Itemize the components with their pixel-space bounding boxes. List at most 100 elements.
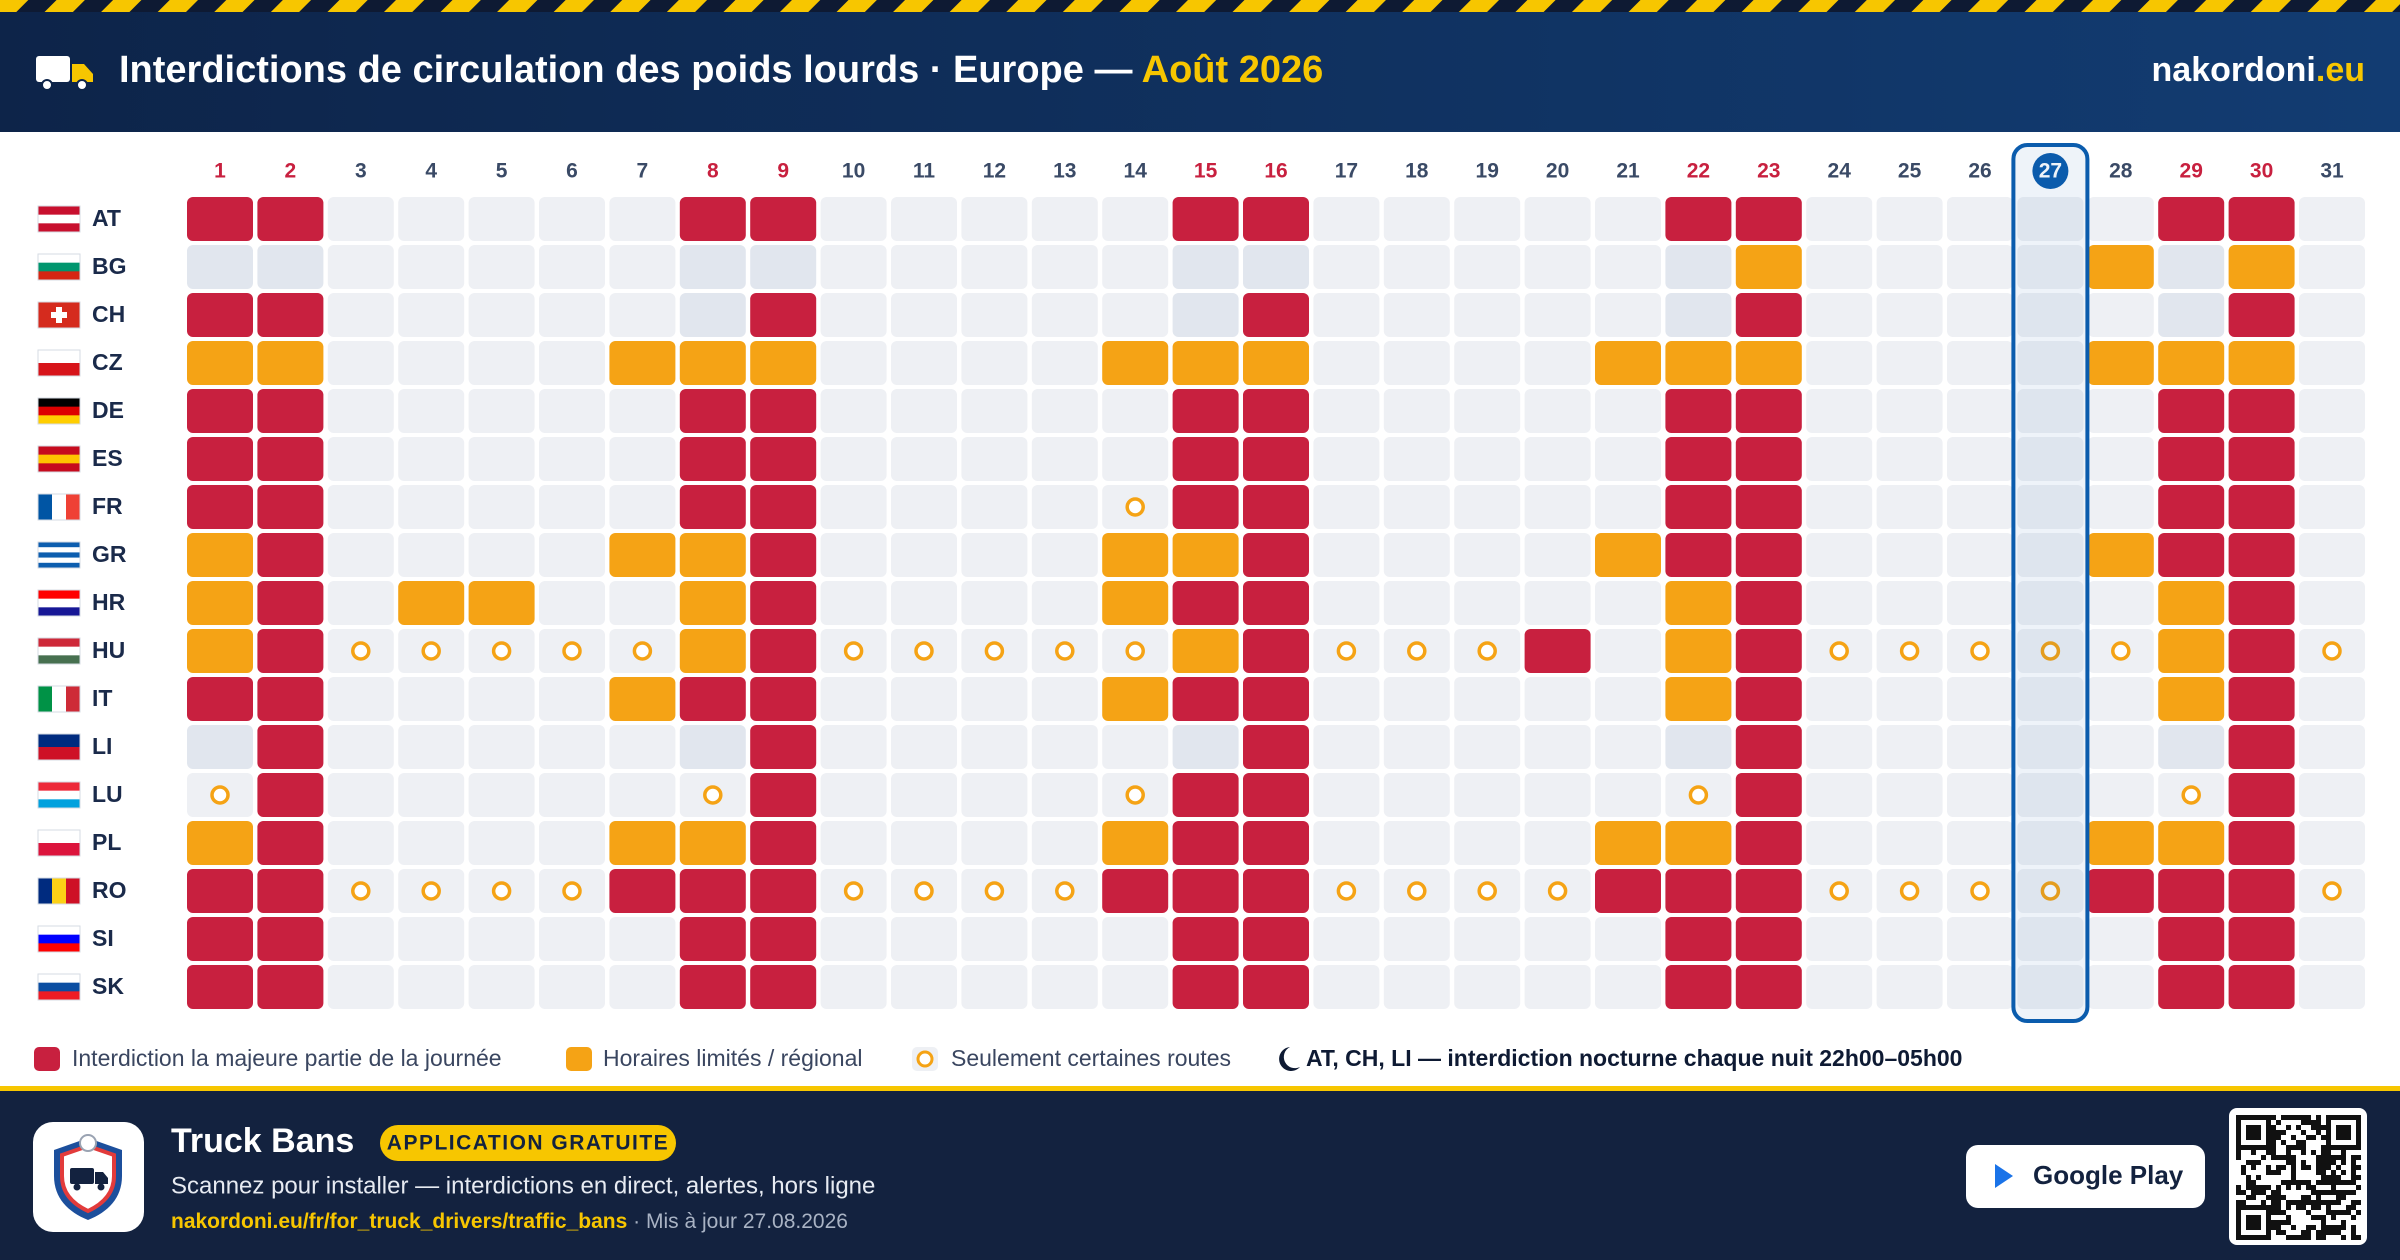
cell-empty: [961, 821, 1028, 865]
cell-empty: [2087, 389, 2154, 433]
qr-module: [2311, 1215, 2316, 1220]
ring: [562, 641, 582, 661]
cell-empty: [1524, 725, 1591, 769]
cell-ban: [1735, 293, 1802, 337]
cell-ban: [679, 197, 746, 241]
cell-empty: [1806, 485, 1873, 529]
qr-module: [2266, 1215, 2271, 1220]
cell-ban: [2158, 485, 2225, 529]
cell-limited: [1665, 629, 1732, 673]
qr-module: [2286, 1205, 2291, 1210]
cell-empty: [1947, 485, 2013, 529]
qr-module: [2326, 1200, 2331, 1205]
qr-module: [2276, 1165, 2281, 1170]
cell-ban: [257, 581, 324, 625]
qr-module: [2271, 1130, 2276, 1135]
qr-module: [2281, 1210, 2286, 1215]
cell-empty: [327, 821, 394, 865]
cell-ban: [1243, 581, 1309, 625]
cell-empty: [1876, 485, 1943, 529]
qr-module: [2276, 1225, 2281, 1230]
cell-limited: [679, 533, 746, 577]
flag-stripe: [38, 790, 80, 800]
flag-stripe: [52, 494, 67, 520]
qr-module: [2311, 1200, 2316, 1205]
cell-empty: [2017, 485, 2084, 529]
cell-limited: [1102, 821, 1169, 865]
qr-module: [2236, 1115, 2241, 1120]
qr-module: [2246, 1130, 2251, 1135]
cell-empty: [327, 293, 394, 337]
cell-empty: [1454, 245, 1521, 289]
qr-module: [2351, 1145, 2356, 1150]
cell-ban: [187, 197, 253, 241]
cell-ban: [1735, 773, 1802, 817]
cell-empty: [609, 389, 676, 433]
qr-module: [2321, 1225, 2326, 1230]
flag: [37, 877, 81, 905]
qr-module: [2236, 1235, 2241, 1240]
qr-module: [2236, 1150, 2241, 1155]
app-icon[interactable]: [33, 1122, 144, 1232]
cell-empty: [1102, 725, 1169, 769]
cell-empty: [1876, 581, 1943, 625]
qr-module: [2251, 1125, 2256, 1130]
cell-empty: [1454, 965, 1521, 1009]
cell-empty: [327, 485, 394, 529]
flag-stripe: [66, 878, 81, 904]
day-number: 21: [1616, 160, 1640, 183]
day-number: 31: [2320, 160, 2344, 183]
cell-empty: [1876, 677, 1943, 721]
flag-stripe: [38, 446, 80, 455]
qr-module: [2306, 1195, 2311, 1200]
qr-module: [2326, 1175, 2331, 1180]
qr-module: [2316, 1235, 2321, 1240]
today-marker: [2032, 153, 2069, 189]
qr-module: [2281, 1130, 2286, 1135]
qr-module: [2321, 1220, 2326, 1225]
qr-module: [2291, 1145, 2296, 1150]
brand[interactable]: nakordoni.eu: [2152, 51, 2365, 89]
cell-empty: [1454, 773, 1521, 817]
cell-empty: [1806, 437, 1873, 481]
cell-empty: [1806, 389, 1873, 433]
cell-limited: [257, 341, 324, 385]
qr-module: [2286, 1180, 2291, 1185]
ring: [1055, 881, 1075, 901]
cell-empty: [891, 917, 957, 961]
flag-stripe: [38, 223, 80, 233]
cell-empty: [1595, 293, 1661, 337]
qr-module: [2256, 1115, 2261, 1120]
cell-empty: [1313, 341, 1380, 385]
store-button[interactable]: Google Play: [1966, 1145, 2205, 1208]
cell-empty: [609, 245, 676, 289]
cell-ban: [257, 965, 324, 1009]
qr-module: [2281, 1165, 2286, 1170]
flag-stripe: [38, 262, 80, 272]
flag: [37, 589, 81, 617]
cell-empty: [961, 485, 1028, 529]
qr-module: [2346, 1115, 2351, 1120]
app-url[interactable]: nakordoni.eu/fr/for_truck_drivers/traffi…: [171, 1210, 627, 1233]
qr-module: [2316, 1160, 2321, 1165]
cell-empty: [468, 965, 535, 1009]
country-code: FR: [92, 493, 123, 519]
cell-empty: [468, 725, 535, 769]
flag: [37, 733, 81, 761]
flag-border: [37, 685, 81, 713]
cell-empty: [1876, 389, 1943, 433]
cell-empty: [327, 965, 394, 1009]
qr-module: [2286, 1155, 2291, 1160]
country-code: LI: [92, 733, 112, 759]
cell-ban: [1665, 869, 1732, 913]
qr-module: [2236, 1225, 2241, 1230]
cell-ban: [679, 965, 746, 1009]
ring: [2322, 641, 2342, 661]
qr-code[interactable]: [2229, 1108, 2367, 1245]
qr-module: [2306, 1200, 2311, 1205]
cell-empty: [1595, 725, 1661, 769]
cell-empty: [2299, 245, 2365, 289]
day-number: 26: [1968, 160, 1991, 183]
qr-module: [2291, 1200, 2296, 1205]
